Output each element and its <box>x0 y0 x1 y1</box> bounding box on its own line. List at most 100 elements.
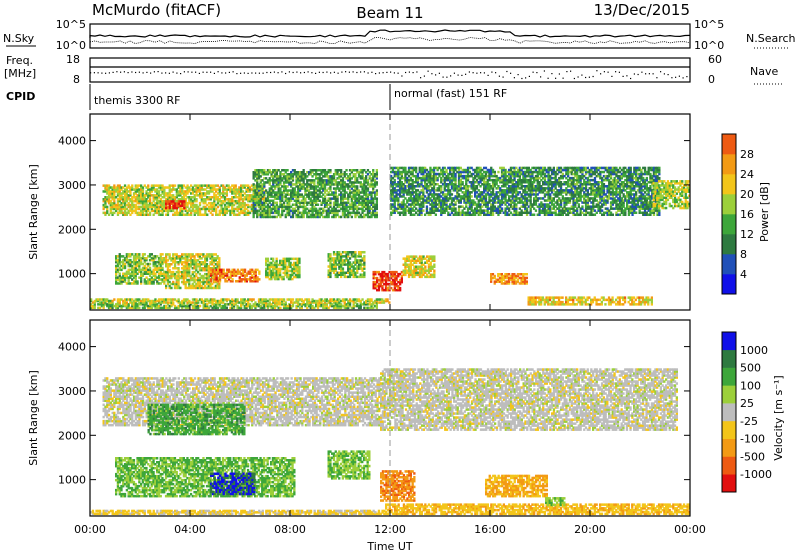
nave-point <box>443 77 444 78</box>
power-heatmap-cells <box>90 114 691 310</box>
nave-point <box>589 77 590 78</box>
nave-point <box>176 73 177 74</box>
heatmap-cell <box>540 303 542 306</box>
heatmap-cell <box>544 303 546 306</box>
nave-point <box>525 77 526 78</box>
nave-point <box>143 72 144 73</box>
nave-point <box>90 72 91 73</box>
heatmap-cell <box>549 299 551 302</box>
nave-point <box>499 76 500 77</box>
nave-point <box>184 71 185 72</box>
nave-point <box>304 72 305 73</box>
beam-title: Beam 11 <box>356 4 423 22</box>
nave-point <box>113 72 114 73</box>
heatmap-cell <box>651 303 653 306</box>
heatmap-cell <box>258 278 260 281</box>
heatmap-cell <box>388 301 390 304</box>
heatmap-cell <box>119 273 121 276</box>
heatmap-cell <box>342 267 344 270</box>
nave-point <box>416 71 417 72</box>
nave-point <box>446 77 447 78</box>
nave-point <box>679 76 680 77</box>
nave-point <box>285 73 286 74</box>
heatmap-cell <box>283 298 285 301</box>
noise-right-tick-top: 10^5 <box>694 18 724 31</box>
heatmap-cell <box>633 301 635 304</box>
heatmap-cell <box>329 253 331 256</box>
nave-point <box>533 72 534 73</box>
heatmap-cell <box>370 298 372 301</box>
nave-point <box>439 73 440 74</box>
heatmap-cell <box>340 169 342 172</box>
heatmap-cell <box>292 298 294 301</box>
nsearch-line <box>90 38 690 45</box>
heatmap-cell <box>572 301 574 304</box>
heatmap-cell <box>279 307 281 310</box>
nave-label: Nave <box>750 65 778 78</box>
nave-point <box>214 73 215 74</box>
freq-right-tick-top: 60 <box>708 53 722 66</box>
nave-point <box>375 73 376 74</box>
nave-point <box>315 73 316 74</box>
nave-point <box>619 72 620 73</box>
nave-point <box>146 72 147 73</box>
heatmap-cell <box>581 299 583 302</box>
nave-point <box>326 72 327 73</box>
heatmap-cell <box>169 207 171 210</box>
heatmap-cell <box>576 303 578 306</box>
heatmap-cell <box>601 301 603 304</box>
nave-point <box>319 72 320 73</box>
heatmap-cell <box>399 287 401 290</box>
nave-point <box>259 73 260 74</box>
nave-point <box>394 72 395 73</box>
nave-point <box>529 76 530 77</box>
nave-point <box>94 72 95 73</box>
heatmap-cell <box>535 303 537 306</box>
heatmap-cell <box>624 296 626 299</box>
nave-point <box>649 73 650 74</box>
heatmap-cell <box>138 253 140 256</box>
heatmap-cell <box>272 258 274 261</box>
nave-point <box>281 71 282 72</box>
nave-point <box>503 77 504 78</box>
nave-point <box>98 72 99 73</box>
nave-point <box>206 72 207 73</box>
nave-point <box>364 71 365 72</box>
nave-point <box>585 77 586 78</box>
heatmap-cell <box>647 303 649 306</box>
heatmap-cell <box>144 253 146 256</box>
nave-point <box>390 72 391 73</box>
heatmap-cell <box>601 303 603 306</box>
heatmap-cell <box>172 301 174 304</box>
nave-point <box>465 74 466 75</box>
heatmap-cell <box>131 184 133 187</box>
heatmap-cell <box>572 299 574 302</box>
nave-point <box>476 73 477 74</box>
heatmap-cell <box>226 307 228 310</box>
heatmap-cell <box>138 307 140 310</box>
heatmap-cell <box>638 299 640 302</box>
nave-point <box>225 72 226 73</box>
nave-point <box>563 78 564 79</box>
heatmap-cell <box>581 303 583 306</box>
heatmap-cell <box>149 267 151 270</box>
nave-point <box>165 72 166 73</box>
nave-point <box>653 73 654 74</box>
nave-point <box>428 71 429 72</box>
heatmap-cell <box>586 299 588 302</box>
nave-point <box>150 73 151 74</box>
heatmap-cell <box>647 301 649 304</box>
nave-point <box>233 71 234 72</box>
heatmap-cell <box>604 303 606 306</box>
nave-point <box>566 71 567 72</box>
heatmap-cell <box>113 298 115 301</box>
heatmap-cell <box>276 258 278 261</box>
nave-point <box>611 76 612 77</box>
heatmap-cell <box>433 255 435 258</box>
heatmap-cell <box>628 301 630 304</box>
nsky-label: N.Sky <box>3 32 35 45</box>
nave-point <box>240 73 241 74</box>
noise-lines <box>90 30 690 44</box>
nave-point <box>409 72 410 73</box>
